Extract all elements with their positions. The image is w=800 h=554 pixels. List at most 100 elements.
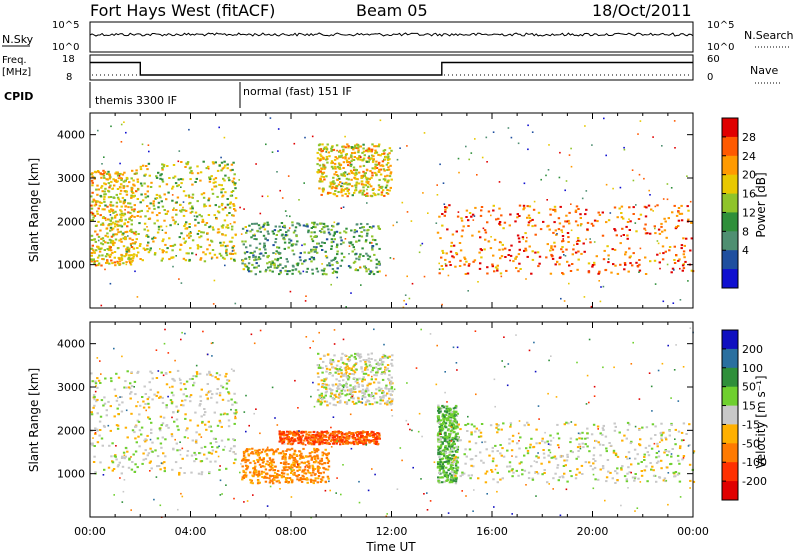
echo-cell bbox=[438, 440, 441, 442]
echo-cell bbox=[552, 231, 555, 234]
echo-cell bbox=[338, 369, 342, 372]
echo-cell bbox=[439, 423, 442, 426]
echo-cell bbox=[521, 473, 524, 476]
echo-cell bbox=[454, 482, 458, 485]
echo-cell bbox=[305, 433, 308, 436]
echo-cell bbox=[448, 468, 451, 470]
echo-cell bbox=[271, 460, 274, 463]
echo-cell bbox=[315, 246, 318, 249]
echo-cell bbox=[142, 458, 145, 461]
echo-cell bbox=[186, 454, 189, 457]
echo-cell bbox=[614, 470, 617, 473]
echo-cell bbox=[92, 259, 95, 262]
noise-cell bbox=[558, 176, 561, 179]
echo-cell bbox=[249, 478, 252, 481]
echo-cell bbox=[599, 454, 602, 457]
echo-cell bbox=[120, 214, 123, 217]
echo-cell bbox=[228, 240, 232, 243]
echo-cell bbox=[496, 481, 499, 484]
echo-cell bbox=[328, 402, 332, 405]
echo-cell bbox=[123, 255, 126, 258]
echo-cell bbox=[472, 465, 475, 468]
echo-cell bbox=[324, 250, 327, 253]
echo-cell bbox=[347, 192, 351, 195]
echo-cell bbox=[447, 415, 451, 418]
echo-cell bbox=[317, 475, 321, 477]
echo-cell bbox=[584, 437, 587, 440]
echo-cell bbox=[296, 264, 299, 267]
echo-cell bbox=[179, 379, 182, 381]
echo-cell bbox=[451, 255, 454, 258]
echo-cell bbox=[263, 465, 266, 468]
noise-cell bbox=[207, 167, 210, 170]
echo-cell bbox=[234, 252, 237, 255]
echo-cell bbox=[358, 239, 361, 242]
echo-cell bbox=[283, 226, 287, 229]
echo-cell bbox=[440, 458, 444, 461]
echo-cell bbox=[666, 454, 669, 457]
echo-cell bbox=[366, 148, 369, 151]
noise-cell bbox=[141, 143, 144, 146]
echo-cell bbox=[549, 434, 552, 437]
echo-cell bbox=[348, 367, 351, 370]
echo-cell bbox=[658, 232, 662, 235]
echo-cell bbox=[262, 471, 266, 474]
echo-cell bbox=[313, 455, 317, 458]
echo-cell bbox=[130, 260, 133, 263]
echo-cell bbox=[610, 444, 613, 447]
noise-cell bbox=[422, 192, 424, 194]
echo-cell bbox=[285, 258, 288, 261]
echo-cell bbox=[646, 480, 649, 483]
echo-cell bbox=[307, 455, 310, 458]
echo-cell bbox=[135, 190, 138, 193]
echo-cell bbox=[244, 449, 248, 452]
echo-cell bbox=[677, 430, 681, 433]
echo-cell bbox=[675, 225, 678, 228]
echo-cell bbox=[347, 437, 350, 440]
echo-cell bbox=[117, 464, 120, 466]
echo-cell bbox=[123, 457, 126, 460]
echo-cell bbox=[255, 452, 258, 455]
echo-cell bbox=[438, 408, 441, 410]
echo-cell bbox=[101, 258, 104, 260]
echo-cell bbox=[295, 454, 298, 457]
echo-cell bbox=[297, 222, 301, 225]
echo-cell bbox=[444, 210, 447, 213]
echo-cell bbox=[361, 378, 364, 381]
echo-cell bbox=[633, 448, 637, 451]
echo-cell bbox=[293, 452, 296, 455]
echo-cell bbox=[93, 396, 96, 398]
echo-cell bbox=[131, 259, 134, 262]
echo-cell bbox=[265, 463, 268, 466]
echo-cell bbox=[284, 477, 288, 479]
echo-cell bbox=[453, 461, 456, 463]
echo-cell bbox=[521, 468, 524, 471]
echo-cell bbox=[564, 464, 567, 467]
echo-cell bbox=[299, 478, 303, 481]
echo-cell bbox=[329, 358, 332, 361]
echo-cell bbox=[294, 460, 297, 463]
echo-cell bbox=[367, 393, 370, 396]
echo-cell bbox=[280, 476, 284, 479]
echo-cell bbox=[518, 462, 521, 465]
echo-cell bbox=[324, 453, 328, 456]
echo-cell bbox=[228, 179, 231, 182]
echo-cell bbox=[91, 200, 94, 203]
echo-cell bbox=[184, 259, 188, 262]
echo-cell bbox=[505, 269, 508, 272]
echo-cell bbox=[445, 466, 448, 469]
echo-cell bbox=[443, 453, 446, 456]
echo-cell bbox=[332, 176, 335, 179]
echo-cell bbox=[567, 422, 570, 425]
echo-cell bbox=[132, 183, 135, 186]
echo-cell bbox=[365, 252, 368, 255]
echo-cell bbox=[350, 163, 353, 166]
echo-cell bbox=[549, 213, 552, 216]
noise-cell bbox=[481, 156, 484, 159]
echo-cell bbox=[438, 272, 441, 275]
echo-cell bbox=[626, 428, 630, 431]
echo-cell bbox=[158, 194, 161, 197]
echo-cell bbox=[367, 186, 370, 188]
echo-cell bbox=[312, 223, 316, 226]
echo-cell bbox=[353, 152, 356, 154]
